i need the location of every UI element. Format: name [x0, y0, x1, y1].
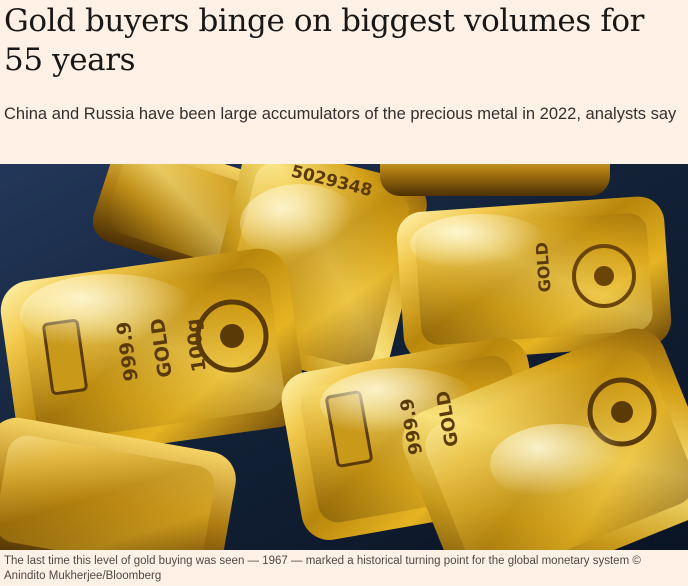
bar-metal-stamp-right: GOLD: [532, 242, 554, 293]
gold-bar-back-top-right: [380, 164, 610, 196]
standfirst: China and Russia have been large accumul…: [4, 105, 677, 123]
gold-bars-image: 5029348 999.9 GOLD 100g 999.9 GOLD GOLD: [0, 164, 688, 550]
gold-bar-bottom-left: [0, 417, 236, 550]
gold-bar-front-right: [402, 328, 688, 550]
gold-bar-front-left: [0, 248, 306, 460]
headline: Gold buyers binge on biggest volumes for…: [4, 3, 645, 78]
gold-bars-photo: 5029348 999.9 GOLD 100g 999.9 GOLD GOLD: [0, 164, 688, 550]
photo-caption: The last time this level of gold buying …: [4, 555, 641, 582]
gold-bar-right: [396, 196, 672, 362]
